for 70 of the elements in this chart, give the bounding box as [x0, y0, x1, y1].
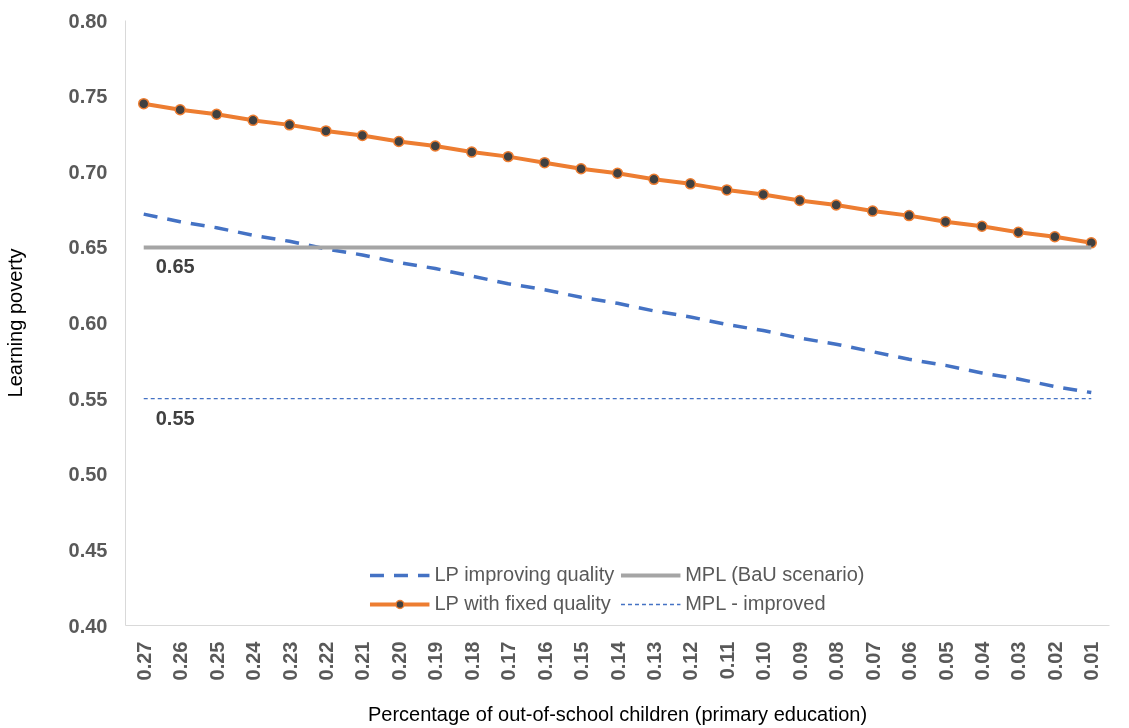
x-tick-label: 0.25: [205, 641, 228, 681]
x-tick-label: 0.22: [314, 641, 337, 681]
point: [538, 156, 551, 169]
legend-label: LP with fixed quality: [434, 592, 611, 615]
point: [137, 97, 150, 110]
x-tick-label: 0.06: [898, 641, 921, 681]
point: [465, 146, 478, 158]
point: [830, 199, 842, 211]
x-tick-label: 0.04: [970, 640, 993, 681]
legend-label: LP improving quality: [434, 563, 615, 586]
x-tick-label: 0.10: [752, 641, 775, 681]
point: [1049, 231, 1061, 243]
point: [210, 108, 223, 121]
point: [247, 114, 259, 127]
point: [429, 140, 442, 152]
point: [356, 129, 369, 142]
point: [283, 119, 296, 131]
text: 0.70: [68, 160, 108, 183]
x-tick-label: 0.19: [424, 641, 447, 681]
x-tick-label: 0.08: [825, 641, 848, 681]
text: 0.60: [68, 312, 108, 334]
data-label: 0.55: [155, 406, 195, 429]
x-tick-label: 0.02: [1043, 641, 1066, 681]
x-tick-label: 0.24: [242, 640, 265, 681]
point: [320, 125, 332, 137]
x-tick-label: 0.11: [715, 641, 738, 680]
text: 0.65: [68, 236, 108, 259]
point: [721, 184, 733, 196]
point: [793, 194, 806, 207]
x-tick-label: 0.16: [533, 641, 556, 681]
x-tick-label: 0.13: [642, 641, 665, 681]
x-tick-label: 0.12: [679, 641, 702, 681]
text: 0.55: [68, 387, 108, 410]
x-tick-label: 0.03: [1007, 641, 1030, 681]
x-tick-label: 0.20: [387, 641, 410, 681]
point: [757, 188, 770, 201]
legend-label: MPL - improved: [685, 592, 826, 615]
point: [611, 167, 624, 179]
point: [575, 162, 587, 175]
point: [976, 220, 988, 232]
x-tick-label: 0.15: [570, 641, 593, 681]
point: [174, 104, 186, 116]
x-tick-label: 0.17: [497, 641, 520, 681]
data-label: 0.65: [155, 255, 195, 278]
legend-label: MPL (BaU scenario): [685, 563, 865, 586]
point: [648, 173, 660, 186]
point: [684, 178, 697, 190]
x-tick-label: 0.14: [606, 640, 629, 681]
point: [866, 205, 879, 217]
point: [502, 150, 514, 163]
y-axis-title: Learning poverty: [3, 248, 26, 398]
text: 0.50: [68, 463, 108, 486]
x-tick-label: 0.23: [278, 641, 301, 681]
text: 0.45: [68, 538, 108, 561]
x-tick-label: 0.27: [132, 641, 155, 681]
text: 0.80: [68, 9, 108, 32]
x-tick-label: 0.21: [351, 641, 374, 681]
x-tick-label: 0.01: [1080, 641, 1103, 681]
x-tick-label: 0.09: [788, 641, 811, 681]
text: 0.75: [68, 85, 108, 108]
x-axis-title: Percentage of out-of-school children (primary education): [367, 703, 868, 726]
point: [939, 215, 952, 228]
point: [393, 135, 405, 148]
x-tick-label: 0.26: [169, 641, 192, 681]
x-tick-label: 0.07: [861, 641, 884, 681]
text: 0.40: [68, 614, 108, 637]
x-tick-label: 0.18: [460, 641, 483, 681]
x-tick-label: 0.05: [934, 641, 957, 681]
point: [903, 209, 915, 222]
point: [1012, 226, 1025, 238]
